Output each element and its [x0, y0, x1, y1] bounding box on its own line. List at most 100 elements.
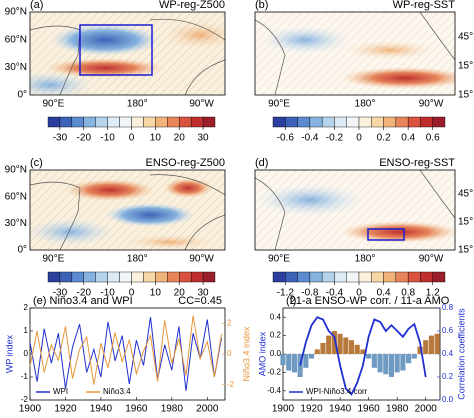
colorbar-tick-label: -20 [77, 133, 92, 144]
colorbar-swatch [47, 271, 61, 283]
bar [337, 333, 343, 354]
colorbar-swatch [272, 116, 286, 128]
colorbar-swatch [47, 116, 61, 128]
lon-label: 180° [355, 99, 376, 110]
annotation: CC=0.45 [178, 295, 222, 307]
y2-tick-label: 0 [227, 349, 232, 358]
lon-label: 90°E [43, 254, 65, 265]
lat-label: 90°N [5, 165, 27, 176]
lon-label: 90°W [419, 254, 444, 265]
bar [394, 354, 400, 373]
colorbar-tick-label: 0 [356, 288, 362, 299]
colorbar-tick-label: 10 [150, 133, 162, 144]
colorbar-swatch [202, 271, 216, 283]
colorbar-swatch [371, 271, 384, 283]
lon-label: 90°E [43, 99, 65, 110]
colorbar-swatch [309, 116, 323, 128]
x-tick-label: 1960 [125, 404, 148, 415]
colorbar-swatch [155, 271, 168, 283]
x-tick-label: 1920 [54, 404, 77, 415]
map-frame [29, 11, 226, 96]
colorbar-swatch [131, 271, 144, 283]
series-line [299, 316, 427, 396]
colorbar-swatch [432, 116, 446, 128]
colorbar-swatch [420, 271, 433, 283]
colorbar-swatch [167, 271, 180, 283]
lat-label: 0° [17, 245, 27, 256]
colorbar-tick-label: 0 [356, 133, 362, 144]
colorbar-tick-label: -0.8 [301, 288, 319, 299]
lon-label: 180° [355, 254, 376, 265]
panel-title: ENSO-reg-Z500 [146, 157, 225, 169]
bar [348, 340, 355, 354]
colorbar-swatch [407, 116, 421, 128]
y2-tick-label: 0.8 [442, 303, 454, 312]
bar [371, 354, 377, 368]
colorbar-swatch [119, 116, 132, 128]
colorbar-swatch [358, 116, 372, 128]
map-field [255, 170, 455, 250]
colorbar-swatch [321, 116, 335, 128]
x-tick-label: 1940 [90, 404, 113, 415]
y-tick-label: -1 [21, 372, 29, 381]
panel-label: (a) [30, 0, 43, 11]
bar [383, 354, 389, 375]
lat-label: 45°N [458, 189, 474, 200]
map-field [255, 12, 455, 95]
bar [280, 354, 286, 366]
colorbar-tick-label: 30 [198, 288, 210, 299]
lon-label: 180° [127, 254, 148, 265]
x-tick-label: 2000 [415, 404, 438, 415]
legend-label: WPI-Niño3.4 corr [306, 387, 368, 396]
y-tick-label: 1 [24, 326, 29, 335]
lat-label: 15°S [458, 90, 474, 101]
bar [434, 333, 440, 354]
colorbar-swatch [95, 116, 108, 128]
x-tick-label: 1980 [386, 404, 409, 415]
colorbar-tick-label: -0.4 [326, 288, 344, 299]
lat-label: 0° [17, 90, 27, 101]
colorbar-swatch [59, 271, 73, 283]
chart-title: (e) Niño3.4 and WPI [33, 295, 133, 307]
bar [411, 354, 417, 359]
colorbar-swatch [71, 116, 84, 128]
colorbar-tick-label: -0.2 [326, 133, 344, 144]
lat-label: 60°N [5, 34, 27, 45]
panel-label: (f) [286, 295, 296, 307]
bar [291, 354, 297, 373]
bar [360, 349, 366, 354]
lat-label: 60°N [5, 191, 27, 202]
series-line [29, 317, 222, 391]
colorbar-swatch [395, 271, 409, 283]
x-tick-label: 2000 [196, 404, 219, 415]
colorbar-swatch [272, 271, 286, 283]
colorbar-swatch [432, 271, 446, 283]
colorbar-swatch [155, 116, 168, 128]
colorbar-tick-label: -1.2 [277, 288, 295, 299]
colorbar-swatch [297, 271, 311, 283]
colorbar-tick-label: 20 [174, 288, 186, 299]
colorbar-tick-label: -0.6 [277, 133, 295, 144]
map-frame [254, 11, 456, 96]
colorbar-swatch [107, 271, 120, 283]
colorbar-swatch [346, 271, 360, 283]
panel-title: ENSO-reg-SST [379, 157, 455, 169]
lon-label: 90°W [189, 99, 214, 110]
bar [331, 331, 337, 354]
y2-tick-label: 0.6 [442, 326, 454, 335]
bar [314, 349, 320, 354]
y2-tick-label: 0.4 [442, 349, 454, 358]
colorbar-swatch [179, 271, 192, 283]
colorbar-swatch [83, 271, 96, 283]
colorbar-swatch [407, 271, 421, 283]
colorbar-tick-label: 0.4 [401, 133, 415, 144]
lat-label: 15°N [458, 217, 474, 228]
bar [303, 354, 309, 368]
map-frame [254, 169, 456, 251]
colorbar-swatch [167, 116, 180, 128]
lat-label: 30°N [5, 62, 27, 73]
colorbar-swatch [285, 116, 298, 128]
colorbar-tick-label: -0.4 [301, 133, 319, 144]
colorbar-tick-label: 1.2 [426, 288, 440, 299]
x-tick-label: 1900 [272, 404, 295, 415]
